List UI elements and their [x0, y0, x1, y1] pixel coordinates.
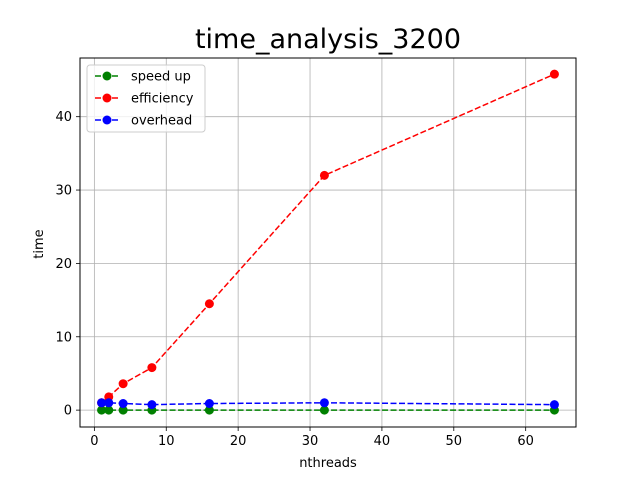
- x-tick-label: 60: [517, 434, 534, 449]
- y-tick-label: 0: [64, 404, 72, 419]
- x-tick-label: 30: [302, 434, 319, 449]
- x-tick-label: 10: [158, 434, 175, 449]
- legend: speed up efficiency overhead: [86, 64, 206, 133]
- data-point-overhead: [147, 400, 157, 410]
- data-point-overhead: [118, 399, 128, 409]
- legend-label-speed-up: speed up: [131, 70, 191, 85]
- series-layer: [97, 69, 559, 415]
- x-tick-label: 0: [90, 434, 98, 449]
- legend-marker-overhead: [102, 115, 112, 125]
- y-tick-label: 10: [55, 330, 72, 345]
- legend-marker-speed-up: [102, 71, 112, 81]
- plot-frame: [79, 57, 577, 428]
- legend-label-overhead: overhead: [131, 114, 192, 129]
- x-tick-label: 20: [230, 434, 247, 449]
- data-point-efficiency: [147, 363, 157, 373]
- legend-marker-efficiency: [102, 93, 112, 103]
- data-point-speed-up: [319, 405, 329, 415]
- data-point-overhead: [97, 398, 107, 408]
- x-axis-label: nthreads: [299, 456, 357, 471]
- legend-label-efficiency: efficiency: [131, 92, 194, 107]
- data-point-efficiency: [319, 170, 329, 180]
- legend-box: [86, 64, 206, 133]
- data-point-speed-up: [204, 405, 214, 415]
- x-tick-label: 40: [374, 434, 391, 449]
- data-point-efficiency: [549, 69, 559, 79]
- data-point-speed-up: [97, 405, 107, 415]
- data-point-efficiency: [118, 379, 128, 389]
- data-point-speed-up: [104, 405, 114, 415]
- data-point-overhead: [319, 398, 329, 408]
- data-point-overhead: [104, 398, 114, 408]
- data-point-speed-up: [118, 405, 128, 415]
- data-point-efficiency: [204, 299, 214, 309]
- y-tick-label: 40: [55, 110, 72, 125]
- chart-title: time_analysis_3200: [195, 24, 461, 55]
- y-tick-label: 20: [55, 257, 72, 272]
- y-axis-label: time: [32, 229, 47, 258]
- ticks: 0 10 20 30 40 50 60 0 10 20 30 40: [55, 110, 534, 449]
- x-tick-label: 50: [446, 434, 463, 449]
- y-tick-label: 30: [55, 184, 72, 199]
- data-point-overhead: [549, 400, 559, 410]
- data-point-overhead: [204, 399, 214, 409]
